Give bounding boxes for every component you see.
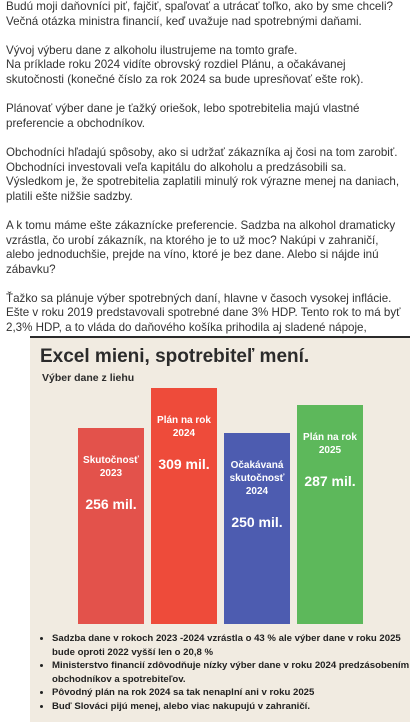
bar-category: Plán na rok 2025 [303,431,357,456]
note: Ministerstvo financií zdôvodňuje nízky v… [52,659,410,686]
text-line: Plánovať výber dane je ťažký oriešok, le… [6,102,360,130]
text-line: Na príklade roku 2024 vidíte obrovský ro… [6,58,364,86]
chart-title: Excel mieni, spotrebiteľ mení. [40,346,310,367]
infographic: Excel mieni, spotrebiteľ mení. Výber dan… [30,336,410,722]
value-label: 256 mil. [85,496,137,513]
bar-category: Skutočnosť 2023 [83,455,139,480]
value-label: 309 mil. [158,456,210,472]
note: Pôvodný plán na rok 2024 sa tak nenaplní… [52,686,410,700]
paragraph: Ťažko sa plánuje výber spotrebných daní,… [6,292,404,336]
article: Budú moji daňovníci piť, fajčiť, spaľova… [6,0,404,350]
paragraph: Vývoj výberu dane z alkoholu ilustrujeme… [6,44,404,88]
notes: Sadzba dane v rokoch 2023 -2024 vzrástla… [38,632,410,714]
bar-category: Očakávaná skutočnosť 2024 [229,460,285,498]
bar: Skutočnosť 2023 256 mil. [78,428,144,624]
text-line: Obchodníci hľadajú spôsoby, ako si udrža… [6,145,400,203]
text-line: Ťažko sa plánuje výber spotrebných daní,… [6,291,401,335]
paragraph: Budú moji daňovníci piť, fajčiť, spaľova… [6,0,404,29]
bar: Očakávaná skutočnosť 2024 250 mil. [224,433,290,624]
value-label: 250 mil. [231,514,283,531]
chart-subtitle: Výber dane z liehu [42,372,135,384]
text-line: Budú moji daňovníci piť, fajčiť, spaľova… [6,0,393,28]
value-label: 287 mil. [304,472,356,489]
text-line: A k tomu máme ešte zákaznícke preferenci… [6,218,396,276]
bar-category: Plán na rok 2024 [157,415,211,439]
note: Buď Slováci pijú menej, alebo viac nakup… [52,700,410,714]
bars: Skutočnosť 2023 256 mil. Plán na rok 2024 3… [78,388,368,624]
paragraph: Obchodníci hľadajú spôsoby, ako si udrža… [6,146,404,204]
note: Sadzba dane v rokoch 2023 -2024 vzrástla… [52,632,410,659]
paragraph: A k tomu máme ešte zákaznícke preferenci… [6,219,404,277]
text-line: Vývoj výberu dane z alkoholu ilustrujeme… [6,43,298,57]
paragraph: Plánovať výber dane je ťažký oriešok, le… [6,102,404,131]
bar: Plán na rok 2025 287 mil. [297,404,363,624]
bar: Plán na rok 2024 309 mil. [151,388,217,624]
